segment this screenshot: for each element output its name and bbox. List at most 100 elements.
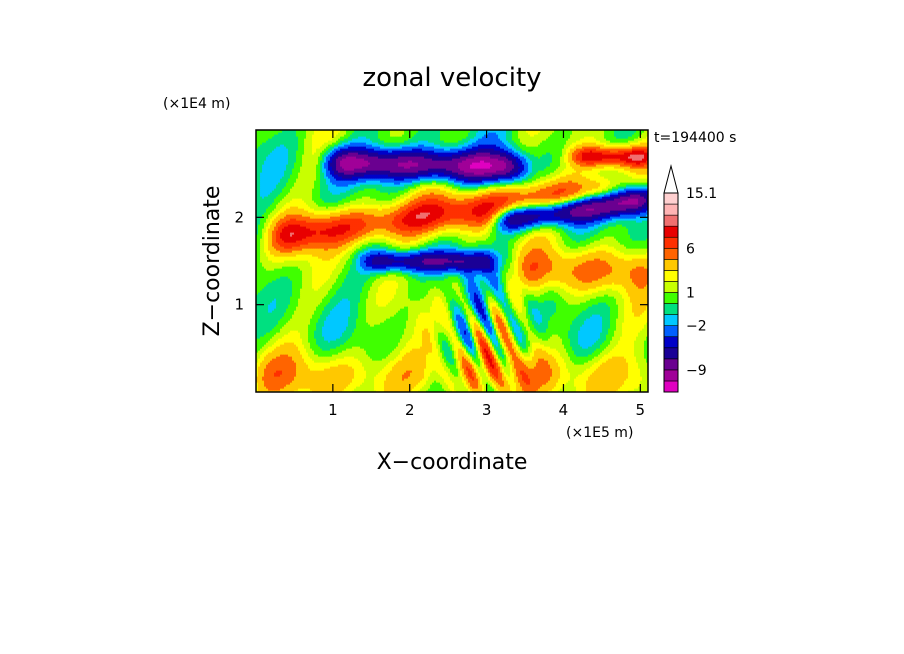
field-cell <box>300 374 303 377</box>
field-cell <box>372 380 375 383</box>
field-cell <box>522 390 525 392</box>
field-cell <box>464 378 467 381</box>
field-cell <box>378 372 381 375</box>
field-cell <box>408 378 411 381</box>
field-cell <box>504 386 507 389</box>
field-cell <box>474 384 477 387</box>
field-cell <box>384 386 387 389</box>
field-cell <box>392 374 395 377</box>
field-cell <box>628 390 631 392</box>
field-cell <box>382 366 385 369</box>
field-cell <box>344 390 347 392</box>
field-cell <box>460 370 463 373</box>
field-cell <box>486 376 489 379</box>
field-cell <box>524 366 527 369</box>
field-cell <box>532 370 535 373</box>
field-cell <box>446 372 449 375</box>
field-cell <box>516 366 519 369</box>
field-cell <box>490 378 493 381</box>
field-cell <box>284 364 287 367</box>
field-cell <box>420 390 423 392</box>
field-cell <box>256 370 259 373</box>
field-cell <box>552 384 555 387</box>
field-cell <box>294 388 297 391</box>
field-cell <box>412 374 415 377</box>
field-cell <box>480 388 483 391</box>
field-cell <box>424 374 427 377</box>
field-cell <box>430 390 433 392</box>
field-cell <box>472 384 475 387</box>
field-cell <box>286 368 289 371</box>
field-cell <box>638 388 641 391</box>
field-cell <box>264 364 267 367</box>
field-cell <box>332 382 335 385</box>
field-cell <box>282 386 285 389</box>
field-cell <box>638 364 641 367</box>
field-cell <box>418 366 421 369</box>
field-cell <box>612 368 615 371</box>
field-cell <box>452 388 455 391</box>
field-cell <box>440 380 443 383</box>
field-cell <box>524 376 527 379</box>
field-cell <box>362 364 365 367</box>
field-cell <box>494 372 497 375</box>
field-cell <box>630 378 633 381</box>
field-cell <box>410 366 413 369</box>
field-cell <box>606 368 609 371</box>
field-cell <box>620 378 623 381</box>
field-cell <box>426 376 429 379</box>
field-cell <box>584 384 587 387</box>
field-cell <box>298 362 301 365</box>
field-cell <box>316 366 319 369</box>
field-cell <box>300 380 303 383</box>
field-cell <box>412 366 415 369</box>
field-cell <box>456 378 459 381</box>
field-cell <box>256 388 259 391</box>
field-cell <box>328 386 331 389</box>
field-cell <box>476 390 479 392</box>
field-cell <box>510 378 513 381</box>
field-cell <box>368 384 371 387</box>
field-cell <box>466 374 469 377</box>
field-cell <box>426 372 429 375</box>
field-cell <box>266 390 269 392</box>
field-cell <box>426 388 429 391</box>
field-cell <box>412 388 415 391</box>
field-cell <box>418 374 421 377</box>
field-cell <box>532 368 535 371</box>
field-cell <box>580 372 583 375</box>
field-cell <box>362 376 365 379</box>
field-cell <box>300 372 303 375</box>
field-cell <box>262 366 265 369</box>
field-cell <box>400 384 403 387</box>
field-cell <box>410 390 413 392</box>
field-cell <box>328 382 331 385</box>
field-cell <box>558 366 561 369</box>
field-cell <box>534 390 537 392</box>
field-cell <box>352 368 355 371</box>
field-cell <box>284 368 287 371</box>
field-cell <box>434 374 437 377</box>
field-cell <box>524 390 527 392</box>
field-cell <box>402 376 405 379</box>
field-cell <box>368 368 371 371</box>
field-cell <box>508 370 511 373</box>
field-cell <box>628 378 631 381</box>
field-cell <box>276 374 279 377</box>
field-cell <box>476 372 479 375</box>
field-cell <box>270 376 273 379</box>
field-cell <box>278 382 281 385</box>
field-cell <box>294 386 297 389</box>
field-cell <box>470 364 473 367</box>
field-cell <box>488 376 491 379</box>
field-cell <box>264 390 267 392</box>
field-cell <box>610 386 613 389</box>
field-cell <box>560 378 563 381</box>
field-cell <box>580 384 583 387</box>
field-cell <box>556 382 559 385</box>
field-cell <box>386 388 389 391</box>
field-cell <box>538 364 541 367</box>
field-cell <box>582 364 585 367</box>
field-cell <box>612 378 615 381</box>
field-cell <box>578 378 581 381</box>
